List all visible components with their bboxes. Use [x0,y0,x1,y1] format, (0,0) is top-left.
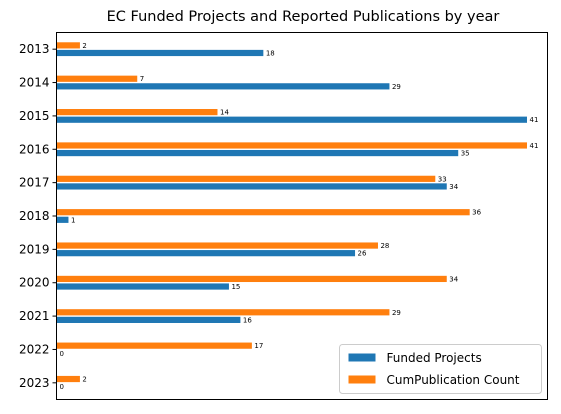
bar-funded-projects-2014 [57,83,390,90]
bar-cumpublication-count-2022 [57,342,252,349]
bar-cumpublication-count-2013 [57,42,80,49]
data-label-cumpublication-count-2021: 29 [392,309,401,317]
bar-cumpublication-count-2021 [57,309,390,316]
bar-funded-projects-2017 [57,183,447,190]
y-tick-label-2015: 2015 [19,109,50,123]
y-tick-label-2020: 2020 [19,276,50,290]
y-tick-label-2016: 2016 [19,142,50,156]
bar-cumpublication-count-2019 [57,242,378,249]
bar-funded-projects-2015 [57,116,527,123]
bar-funded-projects-2013 [57,49,264,57]
bar-cumpublication-count-2018 [57,209,470,216]
y-tick-label-2014: 2014 [19,76,50,90]
bar-funded-projects-2016 [57,149,459,157]
data-label-funded-projects-2015: 41 [530,116,539,124]
legend-label-cumpublication-count: CumPublication Count [387,373,520,387]
y-tick-label-2023: 2023 [19,376,50,390]
data-label-funded-projects-2022: 0 [60,350,64,358]
data-label-cumpublication-count-2023: 2 [82,376,86,384]
y-tick-label-2018: 2018 [19,209,50,223]
bar-cumpublication-count-2015 [57,109,218,116]
data-label-cumpublication-count-2016: 41 [530,142,539,150]
bar-cumpublication-count-2016 [57,142,527,149]
data-label-cumpublication-count-2015: 14 [220,109,229,117]
legend-label-funded-projects: Funded Projects [387,351,482,365]
bar-cumpublication-count-2014 [57,75,138,82]
data-label-funded-projects-2016: 35 [461,150,470,158]
data-label-funded-projects-2020: 15 [231,283,240,291]
bar-funded-projects-2020 [57,283,229,290]
data-label-cumpublication-count-2013: 2 [82,42,86,50]
data-label-funded-projects-2023: 0 [60,383,64,391]
bar-cumpublication-count-2023 [57,375,80,383]
data-label-cumpublication-count-2022: 17 [254,342,263,350]
legend-swatch-cumpublication-count [348,375,376,384]
chart-title: EC Funded Projects and Reported Publicat… [107,9,500,25]
bar-cumpublication-count-2017 [57,175,436,182]
data-label-cumpublication-count-2018: 36 [472,209,481,217]
y-tick-label-2021: 2021 [19,309,50,323]
y-tick-label-2022: 2022 [19,342,50,356]
bar-funded-projects-2021 [57,316,241,323]
data-label-funded-projects-2017: 34 [449,183,458,191]
data-label-cumpublication-count-2019: 28 [380,242,389,250]
bar-cumpublication-count-2020 [57,275,447,283]
bar-funded-projects-2018 [57,216,69,223]
y-tick-label-2013: 2013 [19,42,50,56]
legend-swatch-funded-projects [348,353,376,362]
y-tick-label-2019: 2019 [19,242,50,256]
data-label-cumpublication-count-2020: 34 [449,275,458,283]
y-tick-label-2017: 2017 [19,176,50,190]
data-label-funded-projects-2019: 26 [358,250,367,258]
data-label-funded-projects-2018: 1 [71,216,75,224]
data-label-cumpublication-count-2014: 7 [140,75,144,83]
axes-frame [56,32,548,400]
data-label-funded-projects-2014: 29 [392,83,401,91]
legend-box [339,344,542,394]
data-label-funded-projects-2021: 16 [243,316,252,324]
legend: Funded Projects CumPublication Count [339,344,542,394]
data-label-funded-projects-2013: 18 [266,49,275,57]
bar-funded-projects-2019 [57,250,356,257]
data-label-cumpublication-count-2017: 33 [438,175,447,183]
